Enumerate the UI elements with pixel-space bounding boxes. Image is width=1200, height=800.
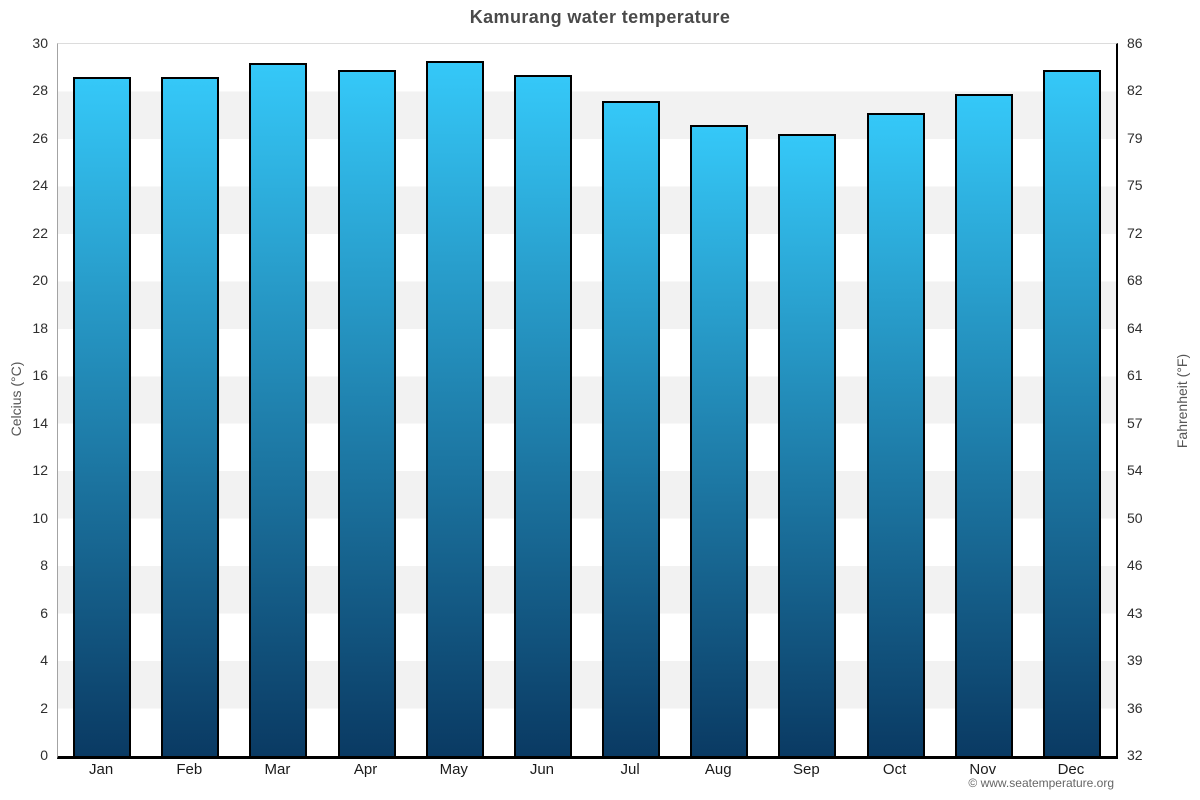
month-label-nov: Nov bbox=[969, 761, 997, 778]
fahrenheit-tick-57: 57 bbox=[1127, 414, 1143, 431]
month-label-dec: Dec bbox=[1057, 761, 1085, 778]
celsius-tick-0: 0 bbox=[40, 747, 48, 763]
chart-title: Kamurang water temperature bbox=[469, 7, 731, 27]
celsius-tick-28: 28 bbox=[32, 82, 48, 99]
fahrenheit-tick-82: 82 bbox=[1127, 82, 1143, 99]
fahrenheit-tick-61: 61 bbox=[1127, 367, 1143, 384]
celsius-tick-20: 20 bbox=[32, 272, 48, 289]
fahrenheit-tick-32: 32 bbox=[1127, 747, 1143, 763]
celsius-tick-30: 30 bbox=[32, 35, 48, 51]
month-label-jan: Jan bbox=[88, 761, 114, 778]
month-label-mar: Mar bbox=[264, 761, 291, 778]
month-label-may: May bbox=[439, 761, 468, 778]
celsius-tick-26: 26 bbox=[32, 129, 48, 146]
bar-may[interactable] bbox=[425, 60, 484, 756]
bar-dec[interactable] bbox=[1042, 70, 1101, 756]
fahrenheit-tick-68: 68 bbox=[1127, 272, 1143, 289]
celsius-tick-24: 24 bbox=[32, 177, 48, 194]
celsius-tick-10: 10 bbox=[32, 509, 48, 526]
month-label-jul: Jul bbox=[620, 761, 640, 778]
celsius-tick-14: 14 bbox=[32, 414, 48, 431]
fahrenheit-tick-64: 64 bbox=[1127, 319, 1143, 336]
fahrenheit-tick-43: 43 bbox=[1127, 604, 1143, 621]
month-label-feb: Feb bbox=[176, 761, 203, 778]
celsius-tick-16: 16 bbox=[32, 367, 48, 384]
fahrenheit-tick-75: 75 bbox=[1127, 177, 1143, 194]
bar-jan[interactable] bbox=[73, 77, 132, 756]
bar-mar[interactable] bbox=[249, 63, 308, 756]
celsius-tick-8: 8 bbox=[40, 557, 48, 574]
fahrenheit-tick-36: 36 bbox=[1127, 699, 1143, 716]
fahrenheit-tick-72: 72 bbox=[1127, 224, 1143, 241]
copyright-credit-link[interactable]: © www.seatemperature.org bbox=[968, 776, 1114, 790]
bar-aug[interactable] bbox=[690, 124, 749, 756]
bar-oct[interactable] bbox=[866, 112, 925, 756]
celsius-tick-6: 6 bbox=[40, 604, 48, 621]
fahrenheit-tick-54: 54 bbox=[1127, 462, 1143, 479]
month-label-jun: Jun bbox=[529, 761, 554, 778]
fahrenheit-tick-46: 46 bbox=[1127, 557, 1143, 574]
bar-jul[interactable] bbox=[602, 100, 661, 756]
bar-nov[interactable] bbox=[954, 93, 1013, 756]
bar-feb[interactable] bbox=[161, 77, 220, 756]
celsius-tick-22: 22 bbox=[32, 224, 48, 241]
celsius-tick-4: 4 bbox=[40, 652, 48, 669]
plot-area bbox=[57, 43, 1118, 759]
celsius-tick-12: 12 bbox=[32, 462, 48, 479]
month-label-apr: Apr bbox=[353, 761, 378, 778]
fahrenheit-tick-86: 86 bbox=[1127, 35, 1143, 51]
celsius-tick-18: 18 bbox=[32, 319, 48, 336]
month-label-sep: Sep bbox=[793, 761, 820, 778]
bar-sep[interactable] bbox=[778, 134, 837, 756]
fahrenheit-tick-50: 50 bbox=[1127, 509, 1143, 526]
celsius-tick-2: 2 bbox=[40, 699, 48, 716]
fahrenheit-tick-39: 39 bbox=[1127, 652, 1143, 669]
fahrenheit-tick-79: 79 bbox=[1127, 129, 1143, 146]
month-label-aug: Aug bbox=[704, 761, 732, 778]
month-label-oct: Oct bbox=[882, 761, 907, 778]
bar-apr[interactable] bbox=[337, 70, 396, 756]
bar-jun[interactable] bbox=[513, 74, 572, 756]
